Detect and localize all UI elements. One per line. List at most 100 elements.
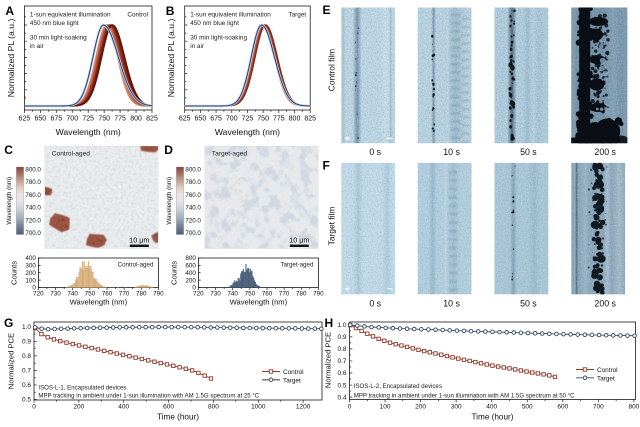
svg-text:0 s: 0 s (369, 299, 381, 309)
svg-text:730: 730 (210, 291, 221, 298)
svg-text:Wavelength (nm): Wavelength (nm) (166, 177, 173, 225)
svg-text:200: 200 (185, 277, 196, 284)
svg-text:750: 750 (257, 116, 269, 123)
svg-text:750: 750 (98, 116, 110, 123)
svg-text:in air: in air (30, 43, 45, 50)
svg-text:800: 800 (208, 403, 219, 410)
svg-text:800: 800 (130, 116, 142, 123)
svg-text:10 μm: 10 μm (129, 236, 149, 245)
svg-text:1000: 1000 (251, 403, 266, 410)
svg-text:450 nm blue light: 450 nm blue light (190, 20, 239, 27)
svg-text:G: G (4, 316, 13, 330)
svg-text:10 s: 10 s (443, 147, 460, 157)
svg-text:740: 740 (67, 291, 78, 298)
svg-text:675: 675 (210, 116, 222, 123)
svg-text:Time (hour): Time (hour) (471, 412, 513, 421)
svg-text:100: 100 (380, 403, 391, 410)
svg-text:800.0: 800.0 (185, 166, 201, 173)
svg-text:B: B (166, 4, 175, 18)
svg-text:740.0: 740.0 (185, 205, 201, 212)
svg-text:Wavelength (nm): Wavelength (nm) (70, 298, 128, 307)
svg-text:720: 720 (193, 291, 204, 298)
svg-text:0: 0 (32, 285, 36, 292)
svg-text:Control-aged: Control-aged (118, 262, 154, 269)
svg-text:Target: Target (288, 12, 306, 19)
svg-text:760.0: 760.0 (25, 192, 41, 199)
svg-text:700: 700 (593, 403, 604, 410)
svg-text:760: 760 (102, 291, 113, 298)
svg-text:Control: Control (283, 369, 304, 376)
svg-text:in air: in air (190, 43, 205, 50)
svg-text:0.7: 0.7 (22, 368, 31, 375)
svg-text:Counts: Counts (170, 261, 179, 285)
svg-text:Target-aged: Target-aged (212, 151, 248, 158)
svg-text:775: 775 (114, 116, 126, 123)
svg-text:740: 740 (227, 291, 238, 298)
svg-text:790: 790 (153, 291, 164, 298)
svg-text:Wavelength (nm): Wavelength (nm) (215, 127, 280, 137)
svg-text:780: 780 (136, 291, 147, 298)
svg-text:760.0: 760.0 (185, 192, 201, 199)
svg-text:10 s: 10 s (443, 299, 460, 309)
svg-text:C: C (4, 143, 13, 157)
svg-text:780: 780 (296, 291, 307, 298)
svg-text:Normalized PCE: Normalized PCE (7, 333, 16, 389)
svg-text:F: F (323, 159, 330, 173)
svg-text:ISOS-L-1, Encapsulated devices: ISOS-L-1, Encapsulated devices (38, 384, 126, 391)
svg-text:Target film: Target film (327, 207, 337, 246)
svg-text:200 s: 200 s (594, 147, 616, 157)
svg-text:Normalized PL (a.u.): Normalized PL (a.u.) (166, 19, 176, 98)
svg-text:800.0: 800.0 (25, 166, 41, 173)
svg-text:650: 650 (35, 116, 47, 123)
svg-text:750: 750 (85, 291, 96, 298)
svg-text:1-sun equivalent illumination: 1-sun equivalent illumination (190, 12, 271, 19)
svg-text:780.0: 780.0 (25, 179, 41, 186)
svg-text:700.0: 700.0 (25, 230, 41, 237)
svg-text:Time (hour): Time (hour) (157, 412, 199, 421)
svg-text:E: E (323, 3, 331, 17)
svg-text:100: 100 (25, 277, 36, 284)
svg-text:Wavelength (nm): Wavelength (nm) (56, 127, 121, 137)
svg-text:0.7: 0.7 (337, 358, 346, 365)
svg-text:700: 700 (66, 116, 78, 123)
svg-text:0.5: 0.5 (337, 382, 346, 389)
svg-text:50 s: 50 s (520, 147, 537, 157)
svg-text:300: 300 (451, 403, 462, 410)
svg-text:600: 600 (163, 403, 174, 410)
svg-text:800: 800 (289, 116, 301, 123)
svg-text:760: 760 (262, 291, 273, 298)
svg-text:A: A (5, 4, 14, 18)
svg-text:770: 770 (279, 291, 290, 298)
svg-text:Target-aged: Target-aged (280, 262, 314, 269)
svg-text:Normalized PL (a.u.): Normalized PL (a.u.) (6, 19, 16, 98)
svg-text:D: D (164, 143, 173, 157)
svg-text:Normalized PCE: Normalized PCE (324, 332, 333, 388)
svg-text:Wavelength (nm): Wavelength (nm) (230, 298, 288, 307)
svg-text:720.0: 720.0 (25, 217, 41, 224)
svg-text:625: 625 (19, 116, 31, 123)
svg-text:1.0: 1.0 (22, 324, 31, 331)
svg-text:200 s: 200 s (594, 299, 616, 309)
svg-text:400: 400 (25, 255, 36, 262)
svg-text:625: 625 (179, 116, 191, 123)
svg-text:700.0: 700.0 (185, 230, 201, 237)
svg-text:740.0: 740.0 (25, 205, 41, 212)
svg-text:770: 770 (119, 291, 130, 298)
svg-text:30 min light-soaking: 30 min light-soaking (190, 35, 247, 42)
svg-text:50 s: 50 s (520, 299, 537, 309)
svg-text:Wavelength (nm): Wavelength (nm) (6, 177, 13, 225)
svg-text:800: 800 (628, 403, 639, 410)
svg-text:0: 0 (192, 285, 196, 292)
svg-text:675: 675 (50, 116, 62, 123)
svg-text:500: 500 (522, 403, 533, 410)
svg-text:MPP tracking in ambient under: MPP tracking in ambient under 1-sun illu… (38, 393, 259, 400)
svg-text:725: 725 (242, 116, 254, 123)
svg-text:ISOS-L-2, Encapsulated devices: ISOS-L-2, Encapsulated devices (354, 383, 442, 390)
svg-text:775: 775 (273, 116, 285, 123)
svg-text:1200: 1200 (296, 403, 311, 410)
svg-text:790: 790 (313, 291, 324, 298)
svg-text:0.6: 0.6 (337, 370, 346, 377)
svg-text:730: 730 (50, 291, 61, 298)
svg-text:1-sun equivalent illumination: 1-sun equivalent illumination (30, 12, 111, 19)
svg-text:720.0: 720.0 (185, 217, 201, 224)
